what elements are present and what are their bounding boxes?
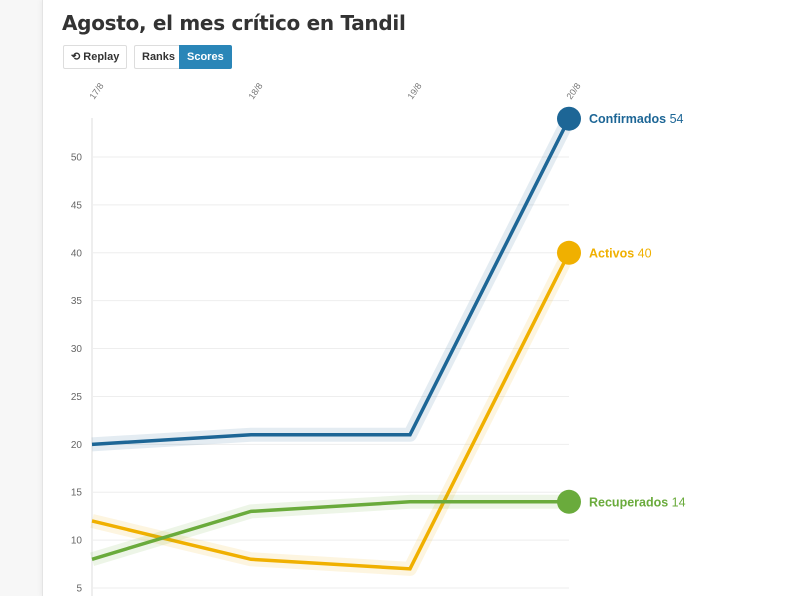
y-tick-label: 35 [71,296,83,307]
replay-label: Replay [83,51,120,63]
chart-panel [42,0,795,596]
y-tick-label: 20 [71,440,83,451]
y-tick-label: 45 [71,200,83,211]
chart-title: Agosto, el mes crítico en Tandil [62,11,406,35]
series-line-recuperados [91,500,569,561]
end-point-marker [557,489,581,514]
series-value: 54 [670,112,684,126]
x-tick-label: 18/8 [246,81,264,101]
end-point-marker [557,240,581,265]
scores-button[interactable]: Scores [179,45,232,69]
series-name: Activos [589,246,638,260]
series-value: 40 [638,246,652,260]
x-tick-label: 17/8 [87,81,105,101]
replay-icon: ⟲ [71,51,81,63]
series-value: 14 [672,495,686,509]
y-tick-label: 50 [71,153,83,164]
series-end-label: Confirmados 54 [589,112,684,126]
y-tick-label: 40 [71,248,83,259]
series-halo [89,494,569,566]
y-tick-label: 10 [71,536,83,547]
series-name: Confirmados [589,112,670,126]
y-tick-label: 25 [71,392,83,403]
y-tick-label: 30 [71,344,83,355]
y-tick-label: 5 [76,584,82,595]
series-end-label: Activos 40 [589,246,652,260]
x-tick-label: 19/8 [405,81,423,101]
y-tick-label: 15 [71,488,83,499]
series-name: Recuperados [589,495,672,509]
x-tick-label: 20/8 [564,81,582,101]
end-point-marker [557,106,581,131]
ranks-button[interactable]: Ranks [134,45,183,69]
series-end-label: Recuperados 14 [589,495,686,509]
series-line-confirmados [91,117,571,447]
replay-button[interactable]: ⟲ Replay [63,45,128,69]
series-line-activos [91,251,571,571]
